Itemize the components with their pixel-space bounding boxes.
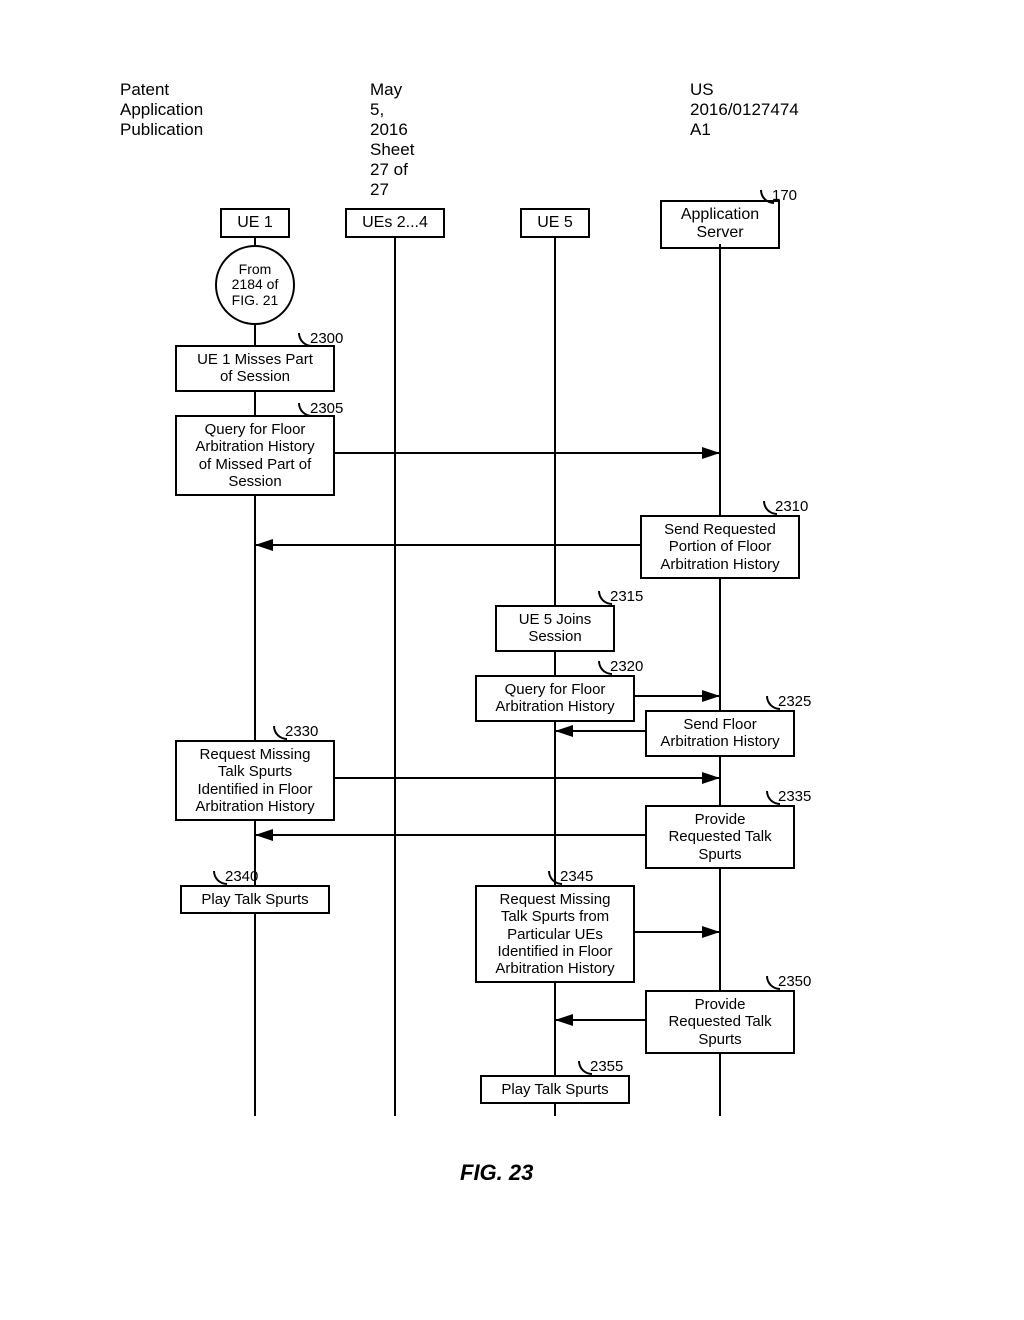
ref-curve-2355 — [578, 1061, 592, 1075]
header-center: May 5, 2016 Sheet 27 of 27 — [370, 80, 414, 200]
ref-2350: 2350 — [778, 973, 811, 990]
ref-2355: 2355 — [590, 1058, 623, 1075]
header-right: US 2016/0127474 A1 — [690, 80, 799, 140]
lifeline-header-app: ApplicationServer — [660, 200, 780, 249]
ref-curve-2345 — [548, 871, 562, 885]
node-2350: ProvideRequested TalkSpurts — [645, 990, 795, 1054]
sequence-diagram: UE 1 UEs 2...4 UE 5 ApplicationServer From21… — [160, 190, 850, 1130]
ref-2305: 2305 — [310, 400, 343, 417]
lifeline-ue24 — [394, 236, 396, 1116]
ref-2345: 2345 — [560, 868, 593, 885]
arrows-layer — [160, 190, 850, 1130]
ref-2325: 2325 — [778, 693, 811, 710]
lifeline-header-ue24: UEs 2...4 — [345, 208, 445, 238]
ref-curve-2350 — [766, 976, 780, 990]
lifeline-header-ue5: UE 5 — [520, 208, 590, 238]
ref-2300: 2300 — [310, 330, 343, 347]
node-2330: Request MissingTalk SpurtsIdentified in … — [175, 740, 335, 821]
ref-curve-2330 — [273, 726, 287, 740]
ref-2320: 2320 — [610, 658, 643, 675]
node-2305: Query for FloorArbitration Historyof Mis… — [175, 415, 335, 496]
node-2325: Send FloorArbitration History — [645, 710, 795, 757]
ref-2315: 2315 — [610, 588, 643, 605]
lifeline-app — [719, 244, 721, 1116]
node-2345: Request MissingTalk Spurts fromParticula… — [475, 885, 635, 983]
node-2315: UE 5 JoinsSession — [495, 605, 615, 652]
ref-2340: 2340 — [225, 868, 258, 885]
node-2340: Play Talk Spurts — [180, 885, 330, 914]
ref-2310: 2310 — [775, 498, 808, 515]
ref-curve-2340 — [213, 871, 227, 885]
node-2335: ProvideRequested TalkSpurts — [645, 805, 795, 869]
lifeline-header-ue1: UE 1 — [220, 208, 290, 238]
ref-curve-2325 — [766, 696, 780, 710]
start-circle: From2184 ofFIG. 21 — [215, 245, 295, 325]
ref-2335: 2335 — [778, 788, 811, 805]
ref-2330: 2330 — [285, 723, 318, 740]
ref-curve-2320 — [598, 661, 612, 675]
header-left: Patent Application Publication — [120, 80, 203, 140]
ref-curve-2335 — [766, 791, 780, 805]
figure-caption: FIG. 23 — [460, 1160, 533, 1186]
ref-curve-2315 — [598, 591, 612, 605]
node-2310: Send RequestedPortion of FloorArbitratio… — [640, 515, 800, 579]
ref-170: 170 — [772, 187, 797, 204]
ref-curve-2310 — [763, 501, 777, 515]
node-2320: Query for FloorArbitration History — [475, 675, 635, 722]
node-2300: UE 1 Misses Partof Session — [175, 345, 335, 392]
node-2355: Play Talk Spurts — [480, 1075, 630, 1104]
